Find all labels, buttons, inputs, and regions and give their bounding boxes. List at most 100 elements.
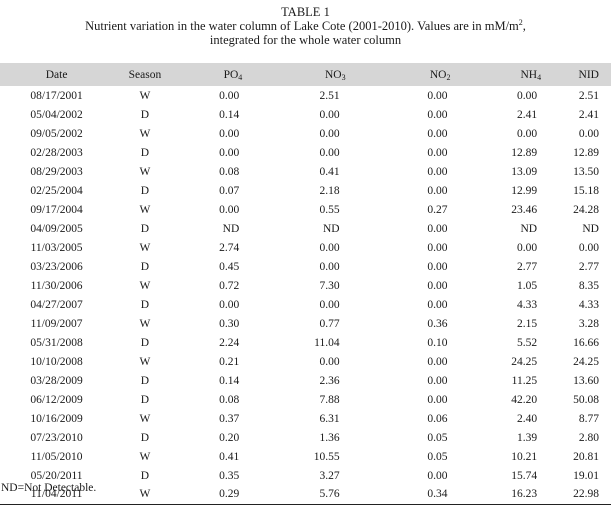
cell-nh4: 10.21	[511, 450, 538, 463]
cell-date: 05/31/2008	[30, 336, 83, 349]
cell-season: D	[140, 298, 150, 311]
cell-nh4: 1.39	[516, 431, 538, 444]
cell-no2: 0.00	[427, 298, 448, 311]
cell-season: D	[140, 393, 150, 406]
cell-season: D	[140, 374, 150, 387]
cell-no2: 0.00	[427, 184, 448, 197]
table-row: 05/04/2002 D 0.14 0.00 0.00 2.41 2.41	[0, 105, 611, 124]
cell-po4: 0.45	[219, 260, 240, 273]
cell-nh4: ND	[520, 222, 538, 235]
table-title: TABLE 1	[0, 5, 611, 20]
header-po4: PO4	[223, 68, 243, 82]
cell-nh4: 2.40	[516, 412, 538, 425]
cell-date: 05/20/2011	[30, 469, 83, 482]
cell-date: 10/16/2009	[30, 412, 83, 425]
cell-no3: 7.30	[319, 279, 340, 292]
table-caption-line-2: integrated for the whole water column	[0, 33, 611, 48]
table-row: 03/28/2009 D 0.14 2.36 0.00 11.25 13.60	[0, 371, 611, 390]
cell-nh4: 23.46	[511, 203, 538, 216]
table-row: 10/16/2009 W 0.37 6.31 0.06 2.40 8.77	[0, 409, 611, 428]
cell-date: 04/09/2005	[30, 222, 83, 235]
cell-po4: 0.00	[219, 146, 240, 159]
cell-po4: 0.00	[219, 89, 240, 102]
cell-season: D	[140, 431, 150, 444]
table-row: 05/31/2008 D 2.24 11.04 0.10 5.52 16.66	[0, 333, 611, 352]
cell-po4: ND	[222, 222, 240, 235]
cell-no2: 0.00	[427, 374, 448, 387]
cell-date: 11/09/2007	[30, 317, 83, 330]
cell-po4: 0.00	[219, 127, 240, 140]
cell-season: D	[140, 336, 150, 349]
cell-po4: 0.00	[219, 203, 240, 216]
cell-date: 03/23/2006	[30, 260, 83, 273]
cell-date: 08/29/2003	[30, 165, 83, 178]
cell-no3: 0.00	[319, 260, 340, 273]
table-row: 11/09/2007 W 0.30 0.77 0.36 2.15 3.28	[0, 314, 611, 333]
cell-season: W	[139, 127, 151, 140]
cell-nid: 4.33	[578, 298, 599, 311]
cell-no3: 0.00	[319, 355, 340, 368]
cell-no3: 2.36	[319, 374, 340, 387]
cell-no2: 0.00	[427, 355, 448, 368]
cell-season: W	[139, 317, 151, 330]
cell-no2: 0.36	[427, 317, 448, 330]
cell-no2: 0.00	[427, 89, 448, 102]
table-row: 09/17/2004 W 0.00 0.55 0.27 23.46 24.28	[0, 200, 611, 219]
cell-no2: 0.00	[427, 165, 448, 178]
cell-nh4: 16.23	[511, 488, 538, 501]
table-row: 11/03/2005 W 2.74 0.00 0.00 0.00 0.00	[0, 238, 611, 257]
cell-no3: 2.51	[319, 89, 340, 102]
cell-nh4: 15.74	[511, 469, 538, 482]
cell-season: W	[139, 89, 151, 102]
cell-no3: 11.04	[314, 336, 340, 349]
cell-season: W	[139, 279, 151, 292]
cell-no3: 5.76	[319, 488, 340, 501]
cell-no2: 0.34	[427, 488, 448, 501]
table-row: 05/20/2011 D 0.35 3.27 0.00 15.74 19.01	[0, 466, 611, 485]
cell-po4: 0.30	[219, 317, 240, 330]
table-row: 02/28/2003 D 0.00 0.00 0.00 12.89 12.89	[0, 143, 611, 162]
cell-season: W	[139, 412, 151, 425]
table-row: 08/17/2001 W 0.00 2.51 0.00 0.00 2.51	[0, 86, 611, 105]
table-row: 04/09/2005 D ND ND 0.00 ND ND	[0, 219, 611, 238]
cell-no2: 0.00	[427, 260, 448, 273]
cell-nid: 0.00	[578, 127, 599, 140]
cell-nid: 24.28	[573, 203, 599, 216]
cell-no3: 0.00	[319, 241, 340, 254]
cell-date: 08/17/2001	[30, 89, 83, 102]
cell-no2: 0.00	[427, 146, 448, 159]
table-row: 10/10/2008 W 0.21 0.00 0.00 24.25 24.25	[0, 352, 611, 371]
cell-po4: 0.08	[219, 393, 240, 406]
cell-nid: 13.50	[573, 165, 599, 178]
header-season: Season	[128, 68, 162, 81]
cell-nid: 12.89	[573, 146, 599, 159]
cell-date: 05/04/2002	[30, 108, 83, 121]
cell-nh4: 5.52	[516, 336, 538, 349]
cell-no3: 0.41	[319, 165, 340, 178]
cell-nh4: 2.77	[516, 260, 538, 273]
cell-season: D	[140, 184, 150, 197]
cell-nh4: 0.00	[516, 89, 538, 102]
cell-season: W	[139, 355, 151, 368]
cell-nid: 16.66	[573, 336, 599, 349]
cell-no2: 0.05	[427, 450, 448, 463]
cell-po4: 0.14	[219, 108, 240, 121]
table-row: 09/05/2002 W 0.00 0.00 0.00 0.00 0.00	[0, 124, 611, 143]
cell-season: W	[139, 165, 151, 178]
cell-nid: 2.80	[578, 431, 599, 444]
cell-nid: 8.35	[578, 279, 599, 292]
table-row: 11/30/2006 W 0.72 7.30 0.00 1.05 8.35	[0, 276, 611, 295]
table-row: 11/05/2010 W 0.41 10.55 0.05 10.21 20.81	[0, 447, 611, 466]
cell-nid: 8.77	[578, 412, 599, 425]
cell-no3: 2.18	[319, 184, 340, 197]
cell-no2: 0.00	[427, 108, 448, 121]
nutrient-table: Date Season PO4 NO3 NO2 NH4 NID 08/17/20…	[0, 63, 611, 505]
cell-season: D	[140, 146, 150, 159]
table-row: 06/12/2009 D 0.08 7.88 0.00 42.20 50.08	[0, 390, 611, 409]
cell-no2: 0.05	[427, 431, 448, 444]
cell-po4: 0.07	[219, 184, 240, 197]
table-header-row: Date Season PO4 NO3 NO2 NH4 NID	[0, 63, 611, 86]
cell-nid: 20.81	[573, 450, 599, 463]
cell-no3: 0.00	[319, 146, 340, 159]
cell-date: 09/05/2002	[30, 127, 83, 140]
